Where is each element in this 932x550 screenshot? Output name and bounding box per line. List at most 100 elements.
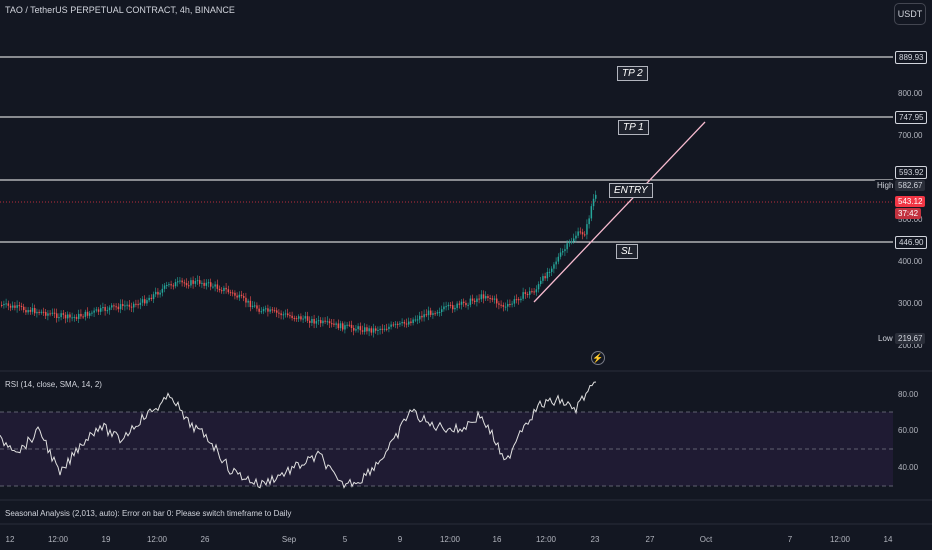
time-tick: 27 [645,535,655,544]
candle-body [515,299,518,301]
candle-body [159,292,161,295]
candle-body [405,323,408,325]
candle-body [251,305,254,308]
candle-body [247,300,249,303]
candle-body [546,272,549,279]
candle-body [465,302,467,306]
candle-body [278,312,280,314]
candle-body [216,284,219,289]
candle-body [183,282,186,284]
candle-body [67,314,69,319]
candle-body [590,206,593,219]
candle-body [568,241,571,244]
candle-body [533,291,535,293]
candle-body [469,298,472,305]
candle-body [40,311,43,313]
time-tick: 7 [787,535,793,544]
candle-body [166,285,168,287]
candle-body [388,326,390,330]
candle-body [115,306,117,308]
candle-body [177,281,179,283]
trend-line[interactable] [533,121,706,303]
rsi-tick: 80.00 [898,390,919,399]
sl-annotation[interactable]: SL [616,244,639,259]
candle-body [298,316,300,319]
candle-body [262,309,265,312]
time-tick: 12:00 [146,535,168,544]
candle-body [117,306,120,310]
candle-body [95,309,98,311]
candle-body [144,299,146,304]
candle-body [361,330,364,332]
candle-body [410,321,412,324]
candle-body [128,304,131,307]
candle-body [463,301,465,303]
candle-body [91,312,93,314]
candle-body [309,320,311,323]
candle-body [163,285,166,289]
candle-body [243,296,245,298]
tp2-annotation[interactable]: TP 2 [617,66,648,81]
tp2-price-tag: 889.93 [895,51,928,64]
seasonal-error-message: Seasonal Analysis (2,013, auto): Error o… [5,509,292,518]
rsi-legend[interactable]: RSI (14, close, SMA, 14, 2) [5,380,102,389]
rsi-tick: 60.00 [898,426,919,435]
lightning-icon[interactable]: ⚡ [591,351,605,365]
candle-body [526,293,529,295]
candle-body [172,285,175,287]
time-tick: 19 [101,535,111,544]
candle-body [179,280,181,282]
currency-button[interactable]: USDT [894,3,926,25]
candle-body [335,323,337,325]
candle-body [152,294,155,300]
candle-body [229,292,232,294]
time-tick: 14 [883,535,893,544]
candle-body [126,304,128,306]
countdown-tag: 37:42 [895,208,922,219]
tp1-annotation[interactable]: TP 1 [618,120,649,135]
candle-body [306,316,309,321]
candle-body [9,305,12,308]
candle-body [148,297,150,301]
candle-body [339,323,342,329]
candle-body [540,280,542,285]
candle-body [258,308,260,312]
price-tick: 800.00 [898,89,923,98]
candle-body [421,315,423,318]
candle-body [42,311,45,313]
candle-body [236,295,238,298]
candle-body [34,308,36,314]
candle-body [432,313,434,315]
candle-body [168,284,170,286]
candle-body [62,313,65,315]
candle-body [130,306,133,308]
candle-body [551,268,553,272]
candle-body [449,304,452,306]
candle-body [80,313,82,317]
candle-body [401,321,403,324]
candle-body [64,314,67,319]
chart-title: TAO / TetherUS PERPETUAL CONTRACT, 4h, B… [5,5,235,15]
candle-body [287,313,289,316]
candle-body [254,305,256,307]
candle-body [372,328,375,333]
candle-body [368,328,370,332]
candle-body [366,327,368,332]
candle-body [531,291,533,293]
candle-body [267,308,269,312]
candle-body [181,280,183,283]
candle-body [291,315,293,318]
candle-body [357,326,359,330]
price-tick: 400.00 [898,257,923,266]
entry-annotation[interactable]: ENTRY [609,183,653,198]
time-tick: 12 [5,535,15,544]
candle-body [342,323,344,330]
candle-body [234,292,236,296]
candle-body [196,280,199,282]
candle-body [155,291,157,295]
candle-body [555,261,557,265]
candle-body [518,299,520,301]
candle-body [408,321,410,325]
candle-body [47,313,49,316]
